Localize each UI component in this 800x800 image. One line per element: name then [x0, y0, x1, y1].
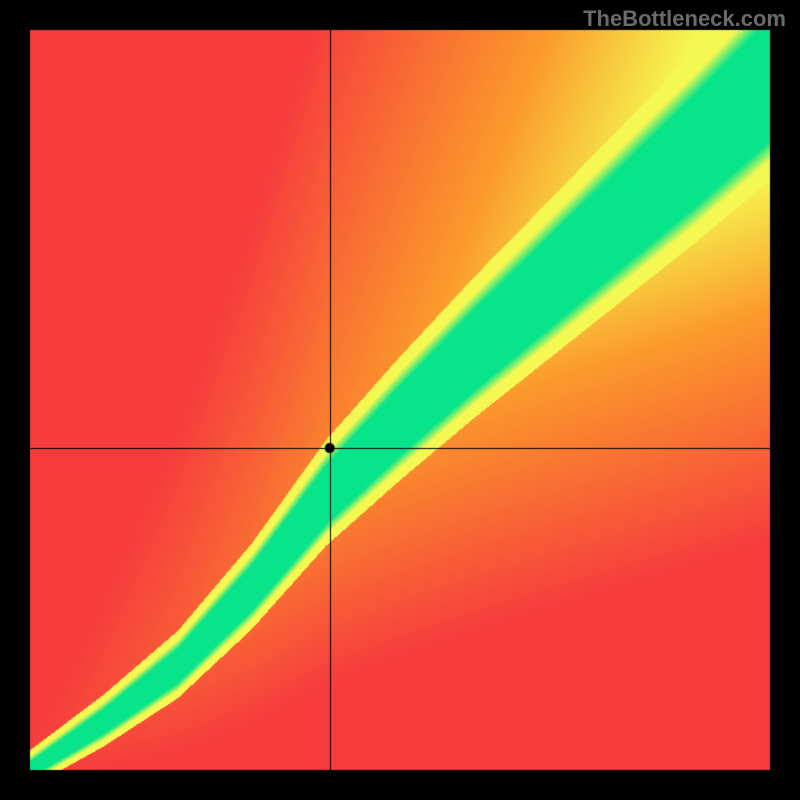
- watermark-text: TheBottleneck.com: [583, 6, 786, 32]
- chart-container: TheBottleneck.com: [0, 0, 800, 800]
- heatmap-canvas: [0, 0, 800, 800]
